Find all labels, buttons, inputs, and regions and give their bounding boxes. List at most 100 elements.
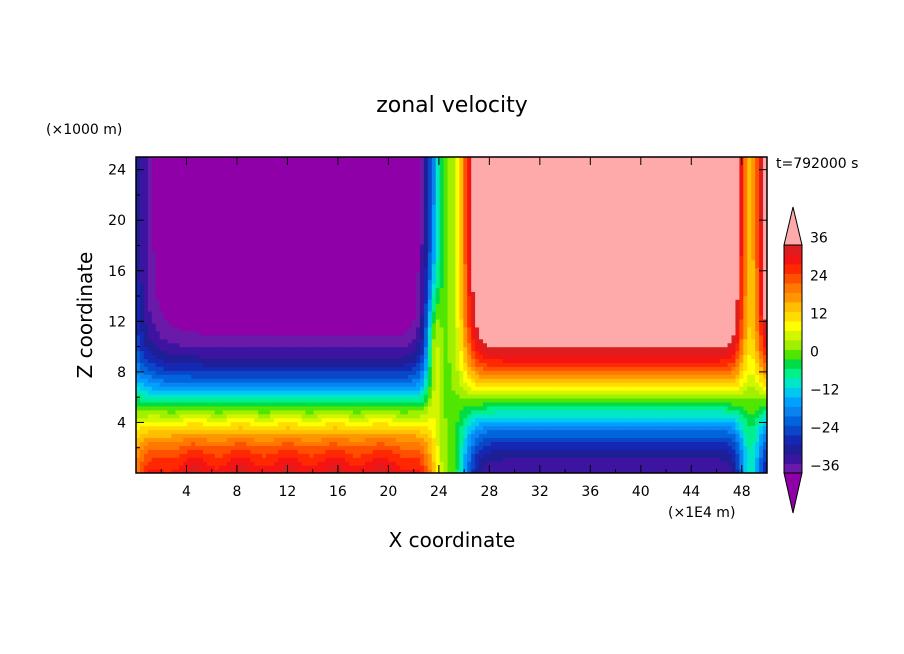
field-cell [159, 378, 165, 383]
field-cell [171, 243, 177, 249]
field-cell [136, 232, 141, 237]
field-cell [270, 386, 275, 391]
field-cell [246, 441, 251, 446]
field-cell [313, 232, 319, 237]
field-cell [234, 346, 240, 352]
field-cell [187, 346, 192, 352]
field-cell [218, 216, 224, 221]
field-cell [183, 212, 188, 217]
field-cell [329, 184, 334, 190]
field-cell [329, 338, 334, 344]
field-cell [238, 322, 244, 328]
field-cell [167, 283, 173, 288]
field-cell [242, 303, 248, 308]
field-cell [285, 196, 291, 202]
field-cell [329, 239, 334, 245]
field-cell [179, 216, 184, 221]
field-cell [321, 271, 326, 277]
field-cell [277, 421, 283, 427]
field-cell [289, 228, 295, 233]
field-cell [151, 413, 157, 419]
field-cell [364, 311, 370, 316]
field-cell [341, 216, 346, 221]
field-cell [250, 275, 255, 281]
field-cell [364, 362, 370, 367]
field-cell [305, 465, 311, 470]
field-cell [250, 251, 255, 257]
field-cell [317, 453, 322, 458]
field-cell [285, 465, 291, 470]
field-cell [301, 405, 307, 411]
field-cell [301, 307, 307, 312]
field-cell [222, 263, 228, 269]
field-cell [167, 465, 173, 470]
field-cell [285, 322, 291, 328]
field-cell [341, 437, 346, 442]
field-cell [191, 271, 196, 277]
field-cell [242, 425, 248, 431]
field-cell [372, 409, 378, 415]
field-cell [345, 239, 350, 245]
field-cell [238, 196, 244, 202]
field-cell [242, 172, 248, 178]
field-cell [175, 196, 180, 202]
field-cell [297, 196, 303, 202]
field-cell [317, 157, 322, 162]
field-cell [147, 437, 153, 442]
field-cell [301, 437, 307, 442]
field-cell [333, 465, 338, 470]
field-cell [297, 212, 303, 217]
field-cell [254, 425, 259, 431]
field-cell [147, 263, 153, 269]
field-cell [301, 255, 307, 261]
field-cell [289, 255, 295, 261]
field-cell [230, 394, 236, 399]
field-cell [289, 386, 295, 391]
field-cell [293, 188, 299, 194]
field-cell [183, 405, 188, 411]
field-cell [329, 445, 334, 450]
field-cell [376, 346, 382, 352]
field-cell [352, 421, 358, 427]
field-cell [246, 192, 251, 198]
field-cell [139, 184, 145, 190]
field-cell [258, 267, 263, 273]
field-cell [195, 200, 200, 205]
field-cell [376, 184, 382, 190]
field-cell [199, 157, 204, 162]
field-cell [289, 275, 295, 281]
field-cell [317, 255, 322, 261]
field-cell [214, 390, 220, 395]
field-cell [238, 279, 244, 284]
field-cell [187, 216, 192, 221]
field-cell [258, 370, 263, 375]
field-cell [281, 315, 287, 320]
field-cell [360, 437, 366, 442]
field-cell [258, 208, 263, 213]
field-cell [376, 157, 382, 162]
field-cell [214, 326, 220, 332]
field-cell [345, 401, 350, 407]
field-cell [234, 172, 240, 178]
field-cell [321, 342, 326, 348]
field-cell [364, 354, 370, 360]
field-cell [281, 279, 287, 284]
field-cell [171, 358, 177, 363]
field-cell [187, 425, 192, 431]
field-cell [301, 441, 307, 446]
field-cell [337, 433, 342, 439]
field-cell [270, 338, 275, 344]
field-cell [360, 192, 366, 198]
field-cell [270, 417, 275, 423]
field-cell [238, 330, 244, 336]
field-cell [301, 429, 307, 435]
field-cell [238, 465, 244, 470]
field-cell [163, 263, 169, 269]
field-cell [305, 275, 311, 281]
field-cell [372, 326, 378, 332]
field-cell [297, 247, 303, 253]
field-cell [368, 461, 374, 466]
field-cell [266, 295, 271, 300]
field-cell [222, 441, 228, 446]
field-cell [230, 354, 236, 360]
